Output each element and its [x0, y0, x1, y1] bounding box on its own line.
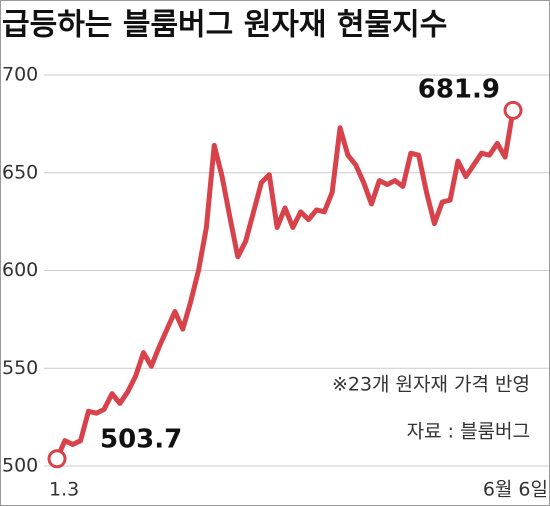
note: ※23개 원자재 가격 반영: [332, 374, 530, 396]
y-tick-label: 700: [2, 64, 38, 86]
data-label: 503.7: [100, 425, 182, 455]
y-tick-label: 650: [2, 161, 38, 183]
y-tick-label: 500: [2, 455, 38, 477]
end-marker: [47, 449, 67, 469]
end-marker: [503, 100, 523, 120]
chart-title: 급등하는 블룸버그 원자재 현물지수: [2, 8, 447, 43]
y-tick-label: 600: [2, 259, 38, 281]
x-tick-label: 6월 6일: [483, 479, 548, 501]
y-tick-label: 550: [2, 357, 38, 379]
data-label: 681.9: [418, 75, 500, 105]
source: 자료 : 블룸버그: [407, 421, 530, 443]
x-tick-label: 1.3: [49, 479, 79, 501]
line: [54, 109, 516, 460]
